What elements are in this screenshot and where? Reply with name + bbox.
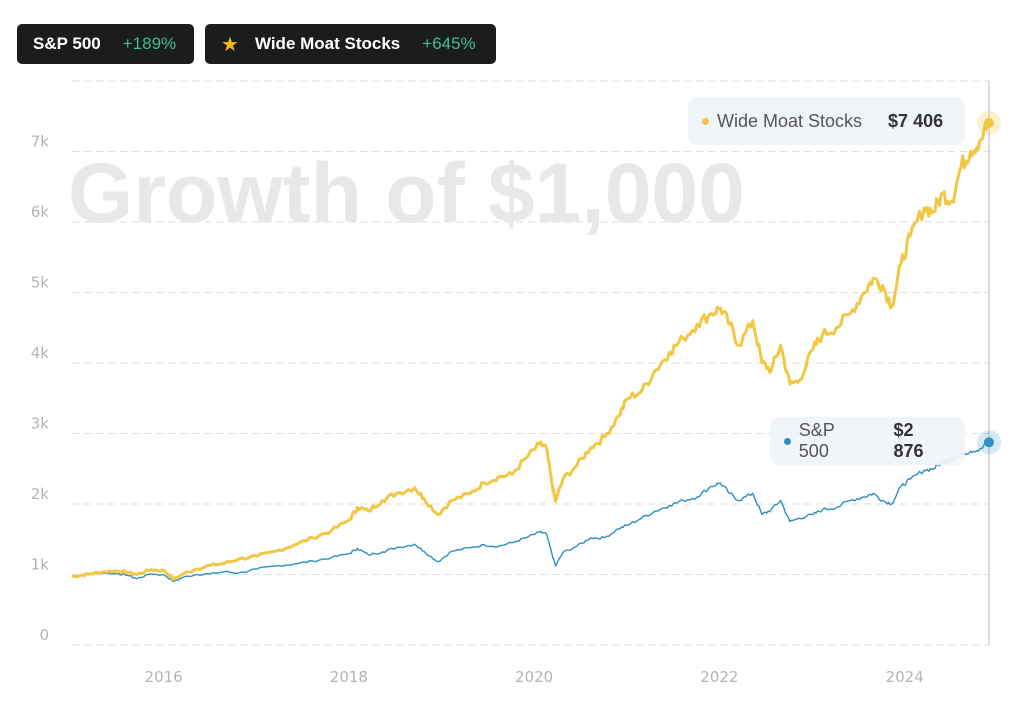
badge-change: +189% bbox=[122, 34, 177, 53]
y-tick-label: 1k bbox=[31, 556, 50, 574]
end-label-moat: Wide Moat Stocks $7 406 bbox=[688, 97, 965, 145]
end-label-sp500: S&P 500 $2 876 bbox=[770, 417, 965, 465]
y-tick-label: 6k bbox=[31, 203, 50, 221]
y-axis: 0 1k 2k 3k 4k 5k 6k 7k bbox=[31, 133, 50, 645]
x-tick-label: 2018 bbox=[330, 668, 368, 686]
series-line-wide-moat[interactable] bbox=[71, 122, 991, 581]
end-point-sp500[interactable] bbox=[984, 437, 994, 448]
end-label-value: $2 876 bbox=[893, 420, 924, 461]
star-icon: ★ bbox=[221, 33, 239, 56]
x-tick-label: 2020 bbox=[515, 668, 553, 686]
y-tick-label: 2k bbox=[31, 485, 50, 503]
y-tick-label: 7k bbox=[31, 133, 50, 151]
series-dot-icon bbox=[784, 437, 791, 445]
legend-badge-sp500[interactable]: S&P 500 +189% bbox=[17, 24, 194, 64]
y-tick-label: 4k bbox=[31, 344, 50, 362]
badge-change: +645% bbox=[422, 34, 476, 53]
badge-label: Wide Moat Stocks bbox=[254, 34, 401, 53]
x-axis: 2016 2018 2020 2022 2024 bbox=[145, 668, 924, 686]
y-tick-label: 3k bbox=[31, 415, 50, 433]
end-label-name: Wide Moat Stocks bbox=[717, 110, 863, 131]
y-tick-label: 0 bbox=[39, 626, 49, 644]
series-line-sp500[interactable] bbox=[71, 441, 990, 583]
series-dot-icon bbox=[702, 117, 709, 125]
end-label-value: $7 406 bbox=[888, 110, 944, 131]
legend-badge-wide-moat[interactable]: ★ Wide Moat Stocks +645% bbox=[205, 24, 496, 64]
x-tick-label: 2022 bbox=[700, 668, 738, 686]
grid-lines bbox=[72, 80, 989, 646]
end-label-name: S&P 500 bbox=[798, 420, 835, 461]
x-tick-label: 2024 bbox=[886, 668, 924, 686]
x-tick-label: 2016 bbox=[145, 668, 183, 686]
badge-label: S&P 500 bbox=[33, 34, 101, 53]
chart-title-watermark: Growth of $1,000 bbox=[68, 146, 745, 240]
y-tick-label: 5k bbox=[31, 274, 50, 292]
end-point-moat[interactable] bbox=[984, 117, 994, 128]
